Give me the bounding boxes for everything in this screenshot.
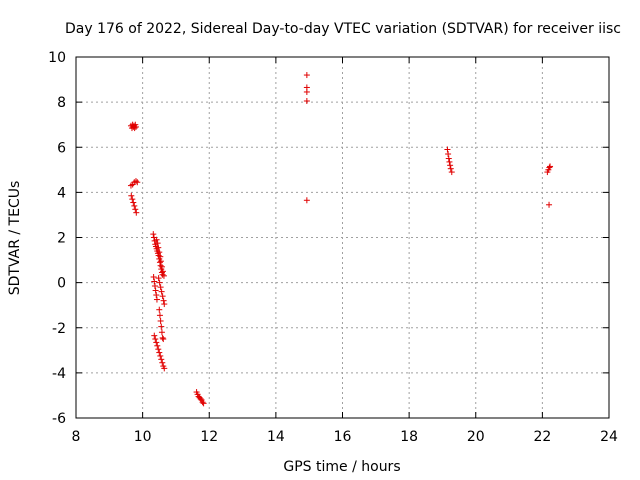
y-tick-label: -4 xyxy=(52,366,66,382)
data-point xyxy=(153,296,160,303)
data-point xyxy=(200,400,207,407)
y-tick-label: 8 xyxy=(57,95,66,111)
y-tick-label: -6 xyxy=(52,411,66,427)
x-tick-label: 24 xyxy=(600,429,618,445)
data-point xyxy=(303,197,310,204)
data-point xyxy=(158,356,165,363)
y-tick-labels: -6 -4 -2 0 2 4 6 8 10 xyxy=(48,50,66,427)
data-point xyxy=(154,342,161,349)
data-point xyxy=(155,275,162,282)
y-tick-label: 6 xyxy=(57,140,66,156)
data-point xyxy=(158,323,165,330)
data-point xyxy=(156,259,163,266)
data-point xyxy=(303,88,310,95)
data-point xyxy=(133,209,140,216)
data-point xyxy=(159,359,166,366)
data-point xyxy=(445,151,452,158)
data-point xyxy=(161,301,168,308)
data-point xyxy=(155,244,162,251)
data-point xyxy=(160,297,167,304)
data-point xyxy=(131,202,138,209)
data-point xyxy=(448,169,455,176)
data-point xyxy=(161,365,168,372)
grid-lines xyxy=(76,57,609,418)
x-tick-label: 12 xyxy=(200,429,218,445)
data-point xyxy=(156,312,163,319)
data-point xyxy=(156,349,163,356)
x-tick-label: 22 xyxy=(533,429,551,445)
data-point xyxy=(160,336,167,343)
data-point xyxy=(158,263,165,270)
data-point xyxy=(132,178,139,185)
y-tick-label: -2 xyxy=(52,321,66,337)
data-point xyxy=(134,179,141,186)
x-axis-label: GPS time / hours xyxy=(283,459,400,475)
data-point xyxy=(150,273,157,280)
data-point xyxy=(157,284,164,291)
data-point xyxy=(156,249,163,256)
data-point xyxy=(155,346,162,353)
chart-title: Day 176 of 2022, Sidereal Day-to-day VTE… xyxy=(65,21,621,37)
data-point xyxy=(546,164,553,171)
data-point xyxy=(130,199,137,206)
data-point xyxy=(152,336,159,343)
data-point xyxy=(129,196,136,203)
data-point xyxy=(160,272,167,279)
x-tick-label: 20 xyxy=(467,429,485,445)
data-point xyxy=(547,163,554,170)
x-tick-label: 16 xyxy=(334,429,352,445)
data-point xyxy=(159,334,166,341)
x-tick-label: 14 xyxy=(267,429,285,445)
data-point xyxy=(154,240,161,247)
data-point xyxy=(153,292,160,299)
data-point xyxy=(158,288,165,295)
data-point xyxy=(157,253,164,260)
data-point xyxy=(151,332,158,339)
data-point xyxy=(131,125,138,132)
data-point xyxy=(132,206,139,213)
data-point xyxy=(303,97,310,104)
data-point xyxy=(156,306,163,313)
data-point xyxy=(445,155,452,162)
y-axis-label: SDTVAR / TECUs xyxy=(7,181,23,296)
data-point xyxy=(153,339,160,346)
x-tick-label: 18 xyxy=(400,429,418,445)
data-point xyxy=(546,201,553,208)
data-point xyxy=(303,72,310,79)
x-tick-label: 10 xyxy=(134,429,152,445)
data-point xyxy=(447,165,454,172)
data-point xyxy=(157,352,164,359)
data-points xyxy=(127,72,554,407)
y-tick-label: 4 xyxy=(57,185,66,201)
y-tick-label: 10 xyxy=(48,50,66,66)
y-tick-label: 0 xyxy=(57,276,66,292)
data-point xyxy=(151,278,158,285)
data-point xyxy=(199,399,206,406)
data-point xyxy=(151,283,158,290)
x-tick-labels: 8 10 12 14 16 18 20 22 24 xyxy=(72,429,618,445)
plot-frame xyxy=(75,56,610,419)
data-point xyxy=(158,329,165,336)
data-point xyxy=(444,146,451,153)
data-point xyxy=(132,123,139,130)
data-point xyxy=(159,293,166,300)
data-point xyxy=(197,395,204,402)
data-point xyxy=(156,279,163,286)
data-point xyxy=(157,258,164,265)
y-tick-label: 2 xyxy=(57,231,66,247)
data-point xyxy=(159,268,166,275)
data-point xyxy=(128,192,135,199)
data-point xyxy=(447,162,454,169)
data-point xyxy=(153,236,160,243)
data-point xyxy=(446,158,453,165)
data-point xyxy=(150,231,157,238)
x-tick-label: 8 xyxy=(72,429,81,445)
data-point xyxy=(157,317,164,324)
data-point xyxy=(152,287,159,294)
